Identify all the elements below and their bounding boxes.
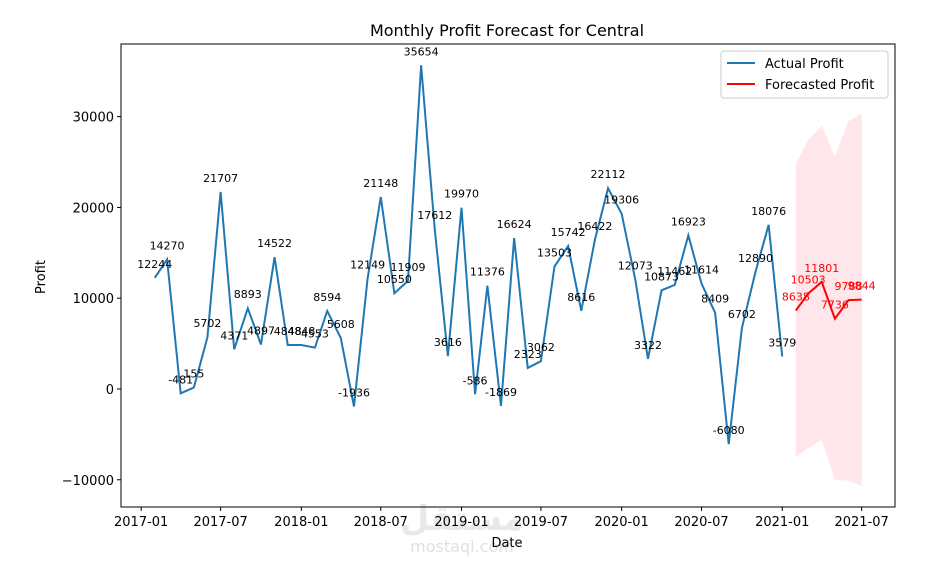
y-tick-label: 30000 [73, 111, 114, 126]
actual-data-label: 19970 [444, 188, 479, 201]
actual-data-label: 13503 [537, 246, 572, 259]
y-tick-label: 20000 [73, 201, 114, 216]
actual-data-label: 3062 [527, 341, 555, 354]
actual-data-label: 4848 [274, 325, 302, 338]
legend: Actual Profit Forecasted Profit [720, 50, 889, 99]
x-tick-label: 2020-07 [674, 515, 728, 530]
watermark-arabic: مستقل [400, 499, 524, 539]
x-tick-label: 2021-01 [755, 515, 809, 530]
x-tick-label: 2021-07 [834, 515, 888, 530]
actual-data-label: 21707 [203, 172, 238, 185]
x-tick-label: 2017-01 [114, 515, 168, 530]
chart-title: Monthly Profit Forecast for Central [370, 21, 644, 40]
actual-data-label: 19306 [604, 194, 639, 207]
actual-data-label: 155 [183, 368, 204, 381]
actual-data-label: 14522 [257, 237, 292, 250]
actual-data-label: 8616 [567, 291, 595, 304]
y-axis-label: Profit [34, 260, 49, 294]
x-tick-label: 2018-07 [354, 515, 408, 530]
actual-data-label: -1936 [338, 387, 370, 400]
actual-data-label: 8409 [701, 293, 729, 306]
actual-data-label: 15742 [551, 226, 586, 239]
y-tick-label: 0 [106, 383, 114, 398]
actual-data-label: 11376 [470, 266, 505, 279]
watermark: مستقل mostaql.com [400, 499, 524, 556]
x-tick-label: 2019-07 [514, 515, 568, 530]
actual-data-label: 14270 [150, 239, 185, 252]
forecast-profit-line [795, 280, 862, 321]
actual-data-label: 12890 [738, 252, 773, 265]
actual-data-label: 8893 [234, 288, 262, 301]
actual-data-label: 3616 [434, 336, 462, 349]
actual-data-label: 16624 [497, 218, 532, 231]
y-tick-label: −10000 [62, 474, 114, 489]
actual-data-label: 12073 [618, 259, 653, 272]
x-tick-label: 2018-01 [274, 515, 328, 530]
legend-box [720, 50, 889, 99]
actual-profit-line [153, 65, 784, 445]
actual-data-label: 3579 [768, 336, 796, 349]
actual-data-label: 16923 [671, 215, 706, 228]
actual-data-label: 16422 [577, 220, 612, 233]
actual-data-label: 17612 [417, 209, 452, 222]
x-tick-label: 2020-01 [594, 515, 648, 530]
actual-data-label: 10550 [377, 273, 412, 286]
actual-data-label: 4371 [220, 329, 248, 342]
actual-data-label: 11462 [657, 265, 692, 278]
actual-data-label: 3322 [634, 339, 662, 352]
x-tick-label: 2019-01 [434, 515, 488, 530]
actual-data-label: -6080 [713, 424, 745, 437]
actual-data-label: 5608 [327, 318, 355, 331]
forecast-data-label: 9844 [848, 280, 876, 293]
actual-data-label: 4897 [247, 325, 275, 338]
actual-data-label: 5702 [193, 317, 221, 330]
x-axis-label: Date [491, 536, 522, 551]
watermark-latin: mostaql.com [410, 537, 514, 556]
actual-data-label: 2323 [514, 348, 542, 361]
forecast-data-label: 9788 [834, 280, 862, 293]
actual-data-label: 35654 [404, 45, 439, 58]
actual-data-label: -481 [168, 373, 193, 386]
actual-data-label: 4553 [301, 328, 329, 341]
forecast-data-label: 7736 [821, 299, 849, 312]
actual-data-label: 21148 [363, 177, 398, 190]
actual-data-label: 4848 [287, 325, 315, 338]
actual-data-label: 10873 [644, 270, 679, 283]
actual-data-label: 12244 [137, 258, 172, 271]
plot-frame [120, 43, 896, 508]
actual-data-label: 12149 [350, 259, 385, 272]
y-tick-label: 10000 [73, 292, 114, 307]
actual-data-label: 18076 [751, 205, 786, 218]
forecast-data-label: 8638 [782, 291, 810, 304]
actual-data-label: 6702 [728, 308, 756, 321]
actual-data-label: -1869 [485, 386, 517, 399]
x-tick-label: 2017-07 [193, 515, 247, 530]
legend-forecast-label: Forecasted Profit [765, 78, 874, 93]
legend-actual-label: Actual Profit [765, 57, 844, 72]
actual-data-label: 8594 [313, 291, 341, 304]
actual-data-label: 11614 [684, 264, 719, 277]
actual-data-label: 22112 [591, 168, 626, 181]
actual-data-label: 11909 [390, 261, 425, 274]
actual-data-label: -586 [463, 374, 488, 387]
forecast-data-label: 11801 [804, 262, 839, 275]
forecast-data-label: 10503 [791, 274, 826, 287]
